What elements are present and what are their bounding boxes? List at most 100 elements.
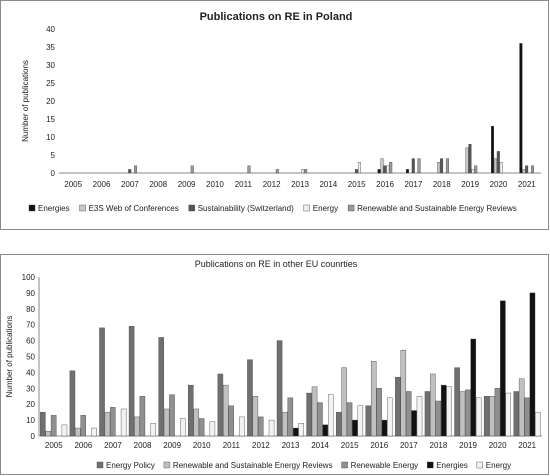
x-tick-label: 2006 (93, 180, 111, 189)
x-tick-label: 2021 (518, 441, 536, 450)
bar-energy-policy-2010 (188, 384, 194, 437)
bar-energy-policy-2008 (128, 326, 135, 437)
legend-label: Energies (38, 204, 70, 213)
y-tick-label: 30 (26, 384, 35, 393)
x-tick-label: 2017 (405, 180, 423, 189)
chart-poland: Publications on RE in Poland 0 5 10 15 20 25 30… (21, 11, 541, 213)
y-tick-label: 10 (46, 133, 55, 142)
y-tick-label: 10 (26, 416, 35, 425)
legend-swatch (96, 461, 104, 469)
bar-energy-policy-2014 (306, 392, 312, 437)
bar-renewable-and-sustainable-energy-reviews-2014 (311, 386, 318, 437)
legend-swatch (163, 461, 171, 469)
x-tick-label: 2015 (348, 180, 366, 189)
bar-energies-2021 (529, 292, 536, 437)
x-tick-label: 2016 (370, 441, 388, 450)
y-tick-label: 80 (26, 305, 35, 314)
bar-renewable-energy-2017 (405, 391, 412, 437)
bar-energy-policy-2021 (513, 391, 520, 437)
bar-renewable-energy-2014 (317, 402, 323, 437)
bar-energies-2018 (440, 384, 447, 437)
bar-energy-2009 (180, 418, 186, 437)
legend-label: Sustainability (Switzerland) (198, 204, 294, 213)
x-tick-label: 2012 (252, 441, 270, 450)
bar-sustainability-switzerland--2007 (128, 169, 132, 174)
x-tick-label: 2011 (235, 180, 253, 189)
bar-energy-2017 (416, 396, 423, 437)
legend-label: Renewable and Sustainable Energy Reviews (173, 461, 333, 470)
x-tick-label: 2008 (149, 180, 167, 189)
x-tick-label: 2019 (461, 180, 479, 189)
bar-renewable-and-sustainable-energy-reviews-2019 (459, 391, 466, 437)
bar-energy-2007 (120, 408, 127, 437)
bar-sustainability-switzerland--2021 (525, 165, 529, 174)
bar-renewable-and-sustainable-energy-reviews-2007 (134, 165, 138, 174)
bar-energy-policy-2015 (335, 411, 342, 437)
bar-renewable-and-sustainable-energy-reviews-2010 (193, 408, 199, 437)
bar-renewable-and-sustainable-energy-reviews-2013 (304, 169, 308, 174)
y-tick-label: 40 (26, 368, 35, 377)
bar-energy-2005 (61, 424, 68, 437)
y-tick-label: 20 (26, 400, 35, 409)
bar-energies-2020 (500, 300, 506, 437)
bar-renewable-and-sustainable-energy-reviews-2006 (75, 427, 81, 437)
y-tick-label: 50 (26, 353, 35, 362)
x-tick-label: 2014 (319, 180, 337, 189)
x-tick-label: 2018 (430, 441, 448, 450)
bar-energy-2020 (499, 161, 503, 174)
y-tick-label: 60 (26, 337, 35, 346)
bar-energies-2017 (411, 410, 417, 437)
x-tick-label: 2010 (206, 180, 224, 189)
y-axis-label: Number of publications (5, 316, 14, 398)
bar-energy-2015 (357, 161, 361, 174)
bar-renewable-energy-2020 (494, 388, 501, 437)
bar-energy-policy-2007 (99, 327, 105, 437)
bar-e3s-web-of-conferences-2020 (493, 158, 497, 174)
x-tick-label: 2005 (64, 180, 82, 189)
y-tick-label: 35 (46, 43, 55, 52)
bar-energies-2015 (352, 419, 358, 437)
bar-renewable-and-sustainable-energy-reviews-2016 (370, 361, 377, 437)
bar-renewable-and-sustainable-energy-reviews-2009 (190, 165, 194, 174)
bar-renewable-and-sustainable-energy-reviews-2016 (389, 161, 393, 174)
bar-energy-2014 (327, 394, 334, 437)
legend-label: Energy Policy (106, 461, 155, 470)
legend-swatch (303, 204, 310, 212)
bar-energy-2019 (475, 397, 482, 437)
bar-renewable-and-sustainable-energy-reviews-2021 (518, 378, 525, 437)
bar-energy-2018 (446, 386, 452, 437)
bar-energy-policy-2019 (454, 367, 460, 437)
bar-energies-2016 (377, 169, 381, 174)
bar-renewable-energy-2007 (110, 407, 116, 437)
bar-energy-2020 (505, 392, 512, 437)
y-tick-label: 5 (51, 151, 56, 160)
x-tick-label: 2007 (104, 441, 122, 450)
x-tick-label: 2013 (282, 441, 300, 450)
bar-renewable-and-sustainable-energy-reviews-2008 (134, 416, 140, 437)
x-tick-label: 2021 (518, 180, 536, 189)
bar-renewable-energy-2011 (228, 405, 234, 437)
x-tick-label: 2017 (400, 441, 418, 450)
bar-energy-2008 (150, 423, 156, 437)
bar-renewable-and-sustainable-energy-reviews-2015 (341, 367, 347, 437)
bar-energy-2006 (91, 427, 97, 437)
bar-sustainability-switzerland--2020 (496, 151, 500, 174)
bar-renewable-and-sustainable-energy-reviews-2011 (247, 165, 251, 174)
legend-swatch (341, 461, 348, 469)
bar-energy-policy-2011 (217, 373, 224, 437)
legend-label: Renewable and Sustainable Energy Reviews (357, 204, 517, 213)
chart-panel-poland: Publications on RE in Poland 0 5 10 15 20 25 30… (0, 0, 549, 230)
bar-energy-policy-2020 (483, 396, 490, 437)
x-tick-label: 2009 (163, 441, 181, 450)
x-tick-label: 2010 (193, 441, 211, 450)
x-tick-label: 2014 (311, 441, 329, 450)
bar-renewable-and-sustainable-energy-reviews-2012 (252, 396, 259, 437)
bar-e3s-web-of-conferences-2021 (522, 169, 526, 174)
y-tick-label: 40 (46, 25, 55, 34)
bar-renewable-energy-2005 (50, 415, 57, 437)
x-tick-label: 2009 (178, 180, 196, 189)
bar-energy-2016 (387, 397, 393, 437)
bar-renewable-and-sustainable-energy-reviews-2020 (489, 396, 495, 437)
bar-energy-policy-2017 (395, 376, 401, 437)
bar-renewable-energy-2008 (139, 396, 146, 437)
